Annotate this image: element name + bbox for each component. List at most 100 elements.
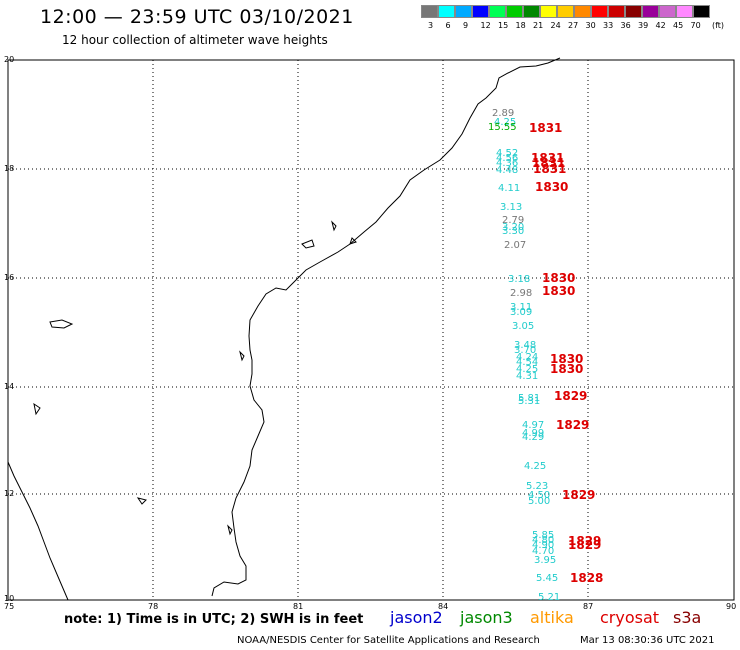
lon-label: 90 bbox=[726, 602, 737, 611]
color-swatch bbox=[557, 5, 574, 18]
swh-value: 5.00 bbox=[528, 496, 551, 507]
color-swatch bbox=[659, 5, 676, 18]
lon-label: 87 bbox=[583, 602, 594, 611]
swh-value: 4.48 bbox=[496, 165, 519, 176]
lat-label: 16 bbox=[4, 273, 15, 282]
swh-value: 4.25 bbox=[494, 117, 517, 128]
pass-time: 1830 bbox=[535, 180, 569, 194]
color-swatch bbox=[625, 5, 642, 18]
swh-value: 2.89 bbox=[492, 108, 515, 119]
scale-label: 39 bbox=[638, 21, 649, 30]
scale-label: 12 bbox=[480, 21, 491, 30]
swh-value: 4.52 bbox=[496, 148, 519, 159]
swh-value: 5.81 bbox=[518, 393, 541, 404]
scale-label: 36 bbox=[620, 21, 631, 30]
swh-value: 3.70 bbox=[514, 345, 537, 356]
coastline bbox=[7, 57, 561, 601]
swh-value: 3.20 bbox=[502, 222, 525, 233]
color-swatch bbox=[523, 5, 540, 18]
legend-jason2: jason2 bbox=[390, 608, 443, 627]
pass-time: 1828 bbox=[570, 571, 604, 585]
color-swatch bbox=[608, 5, 625, 18]
lon-label: 78 bbox=[148, 602, 159, 611]
swh-value: 3.48 bbox=[514, 340, 537, 351]
swh-value: 3.05 bbox=[512, 321, 535, 332]
map-subtitle: 12 hour collection of altimeter wave hei… bbox=[62, 33, 328, 47]
swh-value: 5.31 bbox=[518, 396, 541, 407]
scale-label: 42 bbox=[655, 21, 666, 30]
scale-label: 18 bbox=[515, 21, 526, 30]
color-swatch bbox=[642, 5, 659, 18]
color-swatch bbox=[693, 5, 710, 18]
swh-value: 4.25 bbox=[516, 364, 539, 375]
swh-value: 4.24 bbox=[516, 352, 539, 363]
pass-time: 1831 bbox=[529, 121, 563, 135]
scale-label: 9 bbox=[463, 21, 469, 30]
swh-value: 2.79 bbox=[502, 215, 525, 226]
scale-label: 70 bbox=[690, 21, 701, 30]
lon-label: 84 bbox=[438, 602, 449, 611]
swh-value: 4.31 bbox=[516, 371, 539, 382]
swh-value: 5.23 bbox=[526, 481, 549, 492]
lat-label: 18 bbox=[4, 164, 15, 173]
legend-cryosat: cryosat bbox=[600, 608, 660, 627]
swh-value: 4.90 bbox=[532, 540, 555, 551]
swh-value: 4.54 bbox=[516, 357, 539, 368]
pass-time: 1829 bbox=[568, 534, 602, 548]
scale-label: 30 bbox=[585, 21, 596, 30]
map-title: 12:00 — 23:59 UTC 03/10/2021 bbox=[40, 6, 354, 28]
swh-value: 3.13 bbox=[500, 202, 523, 213]
lat-label: 12 bbox=[4, 489, 15, 498]
color-scale-labels: 3 6 9 12 15 18 21 24 27 30 33 36 39 42 45 70 (ft) bbox=[428, 21, 740, 33]
swh-value: 4.99 bbox=[522, 428, 545, 439]
swh-value: 3.11 bbox=[510, 302, 533, 313]
legend-jason3: jason3 bbox=[460, 608, 513, 627]
swh-value: 3.09 bbox=[510, 307, 533, 318]
pass-time: 1830 bbox=[542, 271, 576, 285]
swh-value: 4.70 bbox=[532, 546, 555, 557]
pass-time: 1829 bbox=[554, 389, 588, 403]
swh-value: 4.97 bbox=[522, 420, 545, 431]
swh-value: 4.36 bbox=[496, 158, 519, 169]
swh-value: 4.80 bbox=[532, 535, 555, 546]
color-swatch bbox=[421, 5, 438, 18]
swh-value: 3.95 bbox=[534, 555, 557, 566]
pass-time: 1829 bbox=[568, 538, 602, 552]
scale-label: 6 bbox=[445, 21, 451, 30]
swh-value: 4.50 bbox=[528, 490, 551, 501]
color-swatch bbox=[676, 5, 693, 18]
scale-label: 24 bbox=[550, 21, 561, 30]
color-swatch bbox=[574, 5, 591, 18]
swh-value: 5.45 bbox=[536, 573, 559, 584]
swh-value: 4.25 bbox=[524, 461, 547, 472]
color-scale bbox=[421, 5, 710, 18]
scale-label: 33 bbox=[603, 21, 614, 30]
color-swatch bbox=[455, 5, 472, 18]
swh-value: 3.18 bbox=[508, 274, 531, 285]
pass-time: 1830 bbox=[542, 284, 576, 298]
graticule bbox=[8, 60, 734, 600]
swh-value: 4.29 bbox=[522, 432, 545, 443]
lat-label: 10 bbox=[4, 594, 15, 603]
pass-time: 1831 bbox=[533, 162, 567, 176]
scale-label: 15 bbox=[498, 21, 509, 30]
lat-label: 14 bbox=[4, 382, 15, 391]
credit-text: NOAA/NESDIS Center for Satellite Applica… bbox=[237, 635, 540, 646]
color-swatch bbox=[489, 5, 506, 18]
lat-label: 20 bbox=[4, 55, 15, 64]
swh-value: 5.85 bbox=[532, 530, 555, 541]
swh-value: 15.55 bbox=[488, 122, 517, 133]
pass-time: 1829 bbox=[562, 488, 596, 502]
color-swatch bbox=[591, 5, 608, 18]
pass-time: 1829 bbox=[556, 418, 590, 432]
lon-label: 81 bbox=[293, 602, 304, 611]
swh-value: 2.07 bbox=[504, 240, 527, 251]
color-swatch bbox=[472, 5, 489, 18]
swh-value: 4.11 bbox=[498, 183, 521, 194]
pass-time: 1830 bbox=[550, 352, 584, 366]
swh-value: 5.21 bbox=[538, 592, 561, 603]
scale-label: 27 bbox=[568, 21, 579, 30]
color-swatch bbox=[540, 5, 557, 18]
swh-value: 4.56 bbox=[496, 153, 519, 164]
